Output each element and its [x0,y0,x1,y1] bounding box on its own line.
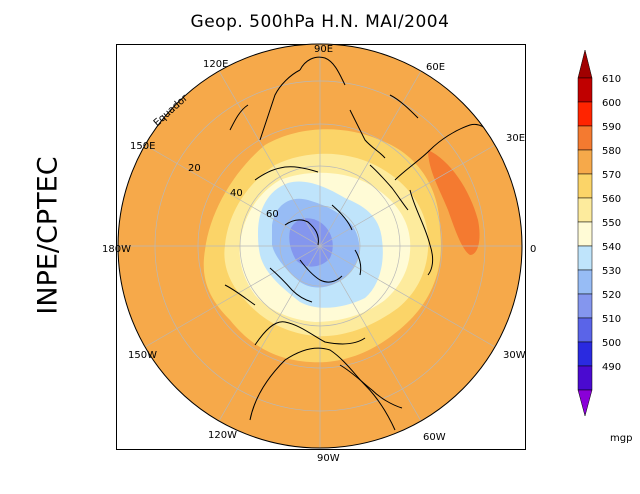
colorbar-bottom-arrow [577,389,593,417]
colorbar-label-600: 600 [602,98,621,109]
colorbar-label-540: 540 [602,242,621,253]
colorbar-swatch-490 [577,365,593,391]
colorbar-label-530: 530 [602,266,621,277]
label-150w: 150W [128,350,157,361]
map-title: Geop. 500hPa H.N. MAI/2004 [190,12,450,32]
colorbar-label-500: 500 [602,338,621,349]
graticule [118,44,522,448]
colorbar-label-510: 510 [602,314,621,325]
label-180w: 180W [102,244,131,255]
colorbar-label-590: 590 [602,122,621,133]
label-lat-40: 40 [230,188,243,199]
colorbar-top-arrow [577,50,593,79]
colorbar-swatches [577,50,593,417]
colorbar-swatch-510 [577,317,593,343]
colorbar-label-520: 520 [602,290,621,301]
label-60w: 60W [423,432,446,443]
colorbar-label-580: 580 [602,146,621,157]
colorbar-swatch-610 [577,77,593,103]
label-150e: 150E [130,141,155,152]
label-60e: 60E [426,62,445,73]
colorbar-swatch-530 [577,269,593,295]
label-lat-20: 20 [188,163,201,174]
colorbar-swatch-540 [577,245,593,271]
label-90w: 90W [317,453,340,464]
colorbar: 610600590580570560550540530520510500490 … [577,50,632,444]
colorbar-swatch-600 [577,101,593,127]
colorbar-swatch-550 [577,221,593,247]
map-boundary [117,43,523,449]
colorbar-label-570: 570 [602,170,621,181]
label-30w: 30W [503,350,526,361]
label-120e: 120E [203,59,228,70]
colorbar-unit: mgp [610,433,632,444]
label-90e: 90E [314,44,333,55]
label-lat-60: 60 [266,209,279,220]
label-30e: 30E [506,133,525,144]
band-520 [289,218,333,267]
colorbar-labels: 610 600 590 580 570 560 550 540 530 520 510 500 490 [602,74,621,373]
coastlines [224,56,496,431]
colorbar-label-560: 560 [602,194,621,205]
colorbar-swatch-560 [577,197,593,223]
colorbar-label-610: 610 [602,74,621,85]
colorbar-swatch-580 [577,149,593,175]
colorbar-label-550: 550 [602,218,621,229]
colorbar-swatch-520 [577,293,593,319]
colorbar-swatch-500 [577,341,593,367]
lon-labels: 90E 60E 30E 0 30W 60W 90W 120W 150W 180W… [102,44,536,464]
label-120w: 120W [208,430,237,441]
colorbar-swatch-590 [577,125,593,151]
label-0: 0 [530,244,536,255]
colorbar-label-490: 490 [602,362,621,373]
colorbar-swatch-570 [577,173,593,199]
